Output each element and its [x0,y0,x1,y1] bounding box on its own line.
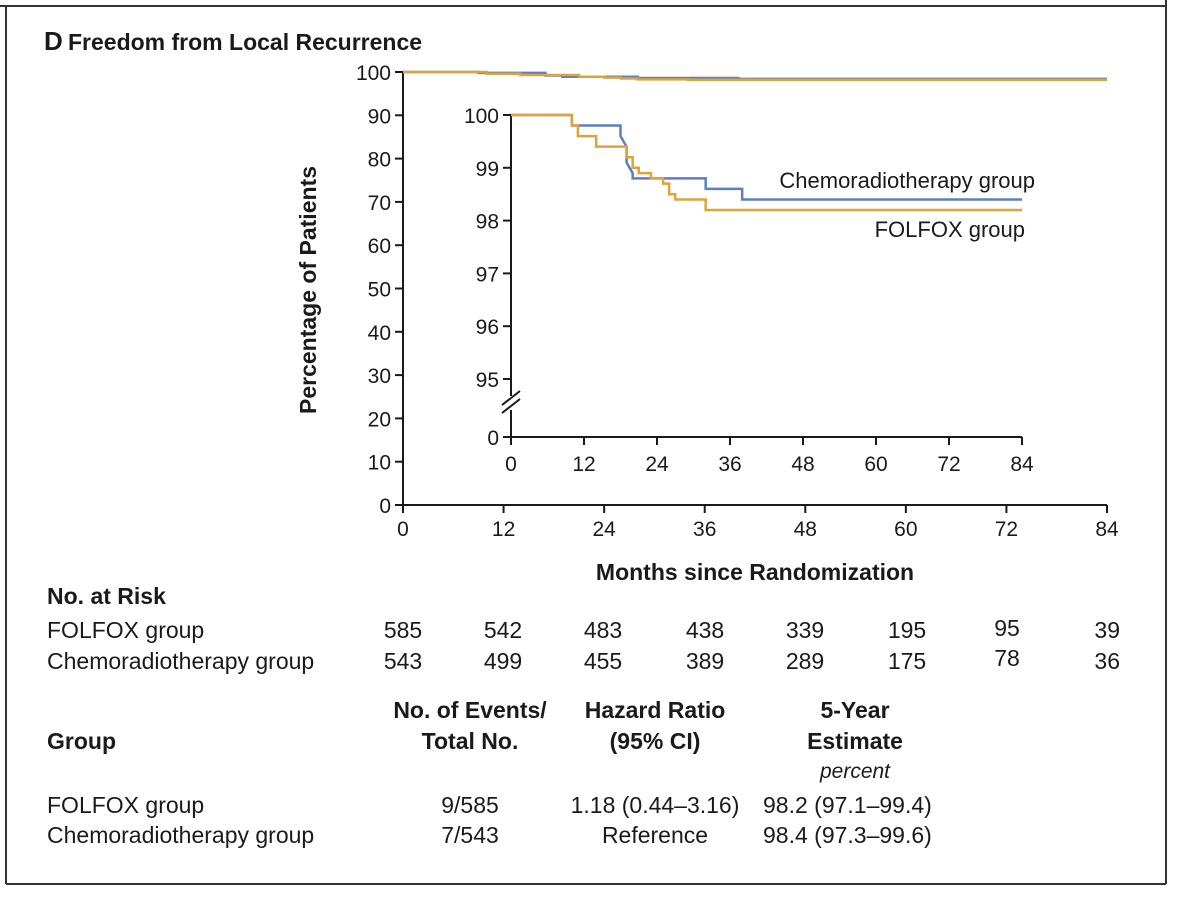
risk-value: 455 [583,648,623,674]
main-y-tick-label: 90 [368,105,391,128]
header-hr-line1: Hazard Ratio [584,697,726,723]
risk-value: 499 [483,648,523,674]
risk-value: 36 [1094,648,1120,674]
header-group: Group [47,728,116,754]
summary-row-chemo-hr: Reference [601,822,709,848]
main-series [403,70,1107,82]
header-hr-line2: (95% CI) [609,728,701,754]
main-x-tick-label: 48 [794,518,817,541]
risk-value: 175 [887,648,927,674]
header-estimate-unit: percent [819,760,891,783]
summary-row-folfox-hr: 1.18 (0.44–3.16) [570,792,740,818]
main-y-tick-label: 10 [368,452,391,475]
header-estimate-line2: Estimate [807,728,903,754]
inset-x-tick-label: 84 [1010,453,1034,476]
main-axes [402,72,1107,506]
inset-y-tick-label: 95 [476,369,499,392]
inset-y-tick-label: 100 [464,105,499,128]
inset-axis-break-mark [501,390,521,406]
risk-row-folfox-label: FOLFOX group [47,617,205,643]
main-y-tick-label: 40 [368,322,391,345]
risk-value: 543 [383,648,423,674]
main-series-line [403,70,1107,82]
inset-x-tick-label: 60 [864,453,887,476]
main-y-tick-label: 60 [368,235,391,258]
main-y-tick-label: 20 [368,408,391,431]
inset-ticks: 95 96 97 98 99 100 00 12 24 36 48 60 72 84 [464,105,1034,476]
main-y-tick-label: 0 [379,495,391,518]
header-events-line1: No. of Events/ [393,697,547,723]
risk-value: 39 [1094,617,1120,643]
risk-value: 339 [785,617,825,643]
risk-value: 95 [994,615,1020,641]
summary-row-chemo-estimate: 98.4 (97.3–99.6) [763,822,932,848]
inset-y-tick-label: 97 [476,263,499,286]
risk-value: 585 [383,617,423,643]
main-x-tick-label: 0 [397,518,409,541]
inset-series [511,113,1022,212]
y-axis-label: Percentage of Patients [295,166,321,414]
risk-value: 289 [785,648,825,674]
inset-label-folfox: FOLFOX group [875,217,1025,242]
inset-x-tick-label: 0 [505,453,517,476]
risk-value: 195 [887,617,927,643]
inset-y-tick-label: 0 [487,427,499,450]
main-ticks: 0 10 20 30 40 50 60 70 80 90 100 0 12 24 36 48 60 72 84 [356,62,1119,541]
risk-value: 542 [483,617,523,643]
inset-x-tick-label: 24 [645,453,669,476]
inset-y-tick-label: 98 [476,211,499,234]
main-y-tick-label: 30 [368,365,391,388]
chart-title: Freedom from Local Recurrence [68,29,422,55]
summary-row-chemo-group: Chemoradiotherapy group [47,822,315,848]
main-y-tick-label: 50 [368,279,391,302]
inset-axis-break-mark [501,398,521,414]
panel-letter: D [44,26,63,56]
summary-row-folfox-estimate: 98.2 (97.1–99.4) [763,792,932,818]
main-y-tick-label: 100 [356,62,391,85]
inset-series-line [511,113,1022,201]
header-events-line2: Total No. [421,728,519,754]
main-x-tick-label: 36 [693,518,716,541]
risk-table-title: No. at Risk [47,583,166,609]
risk-row-chemo-label: Chemoradiotherapy group [47,648,315,674]
risk-value: 438 [685,617,725,643]
inset-series-line [511,113,1022,212]
main-x-tick-label: 24 [592,518,616,541]
inset-y-tick-label: 96 [476,316,499,339]
main-x-tick-label: 60 [894,518,917,541]
header-estimate-line1: 5-Year [820,697,890,723]
risk-value: 78 [994,645,1020,671]
summary-row-folfox-group: FOLFOX group [47,792,205,818]
inset-y-tick-label: 99 [476,158,499,181]
inset-x-tick-label: 72 [937,453,960,476]
main-x-tick-label: 12 [492,518,515,541]
main-y-tick-label: 70 [368,192,391,215]
risk-value: 389 [685,648,725,674]
summary-row-chemo-events: 7/543 [441,822,499,848]
inset-x-tick-label: 12 [572,453,595,476]
inset-x-tick-label: 36 [718,453,741,476]
inset-x-tick-label: 48 [791,453,814,476]
inset-label-chemoradiotherapy: Chemoradiotherapy group [779,168,1035,193]
inset-axes [501,115,1022,438]
risk-value: 483 [583,617,623,643]
main-x-tick-label: 72 [995,518,1018,541]
main-y-tick-label: 80 [368,149,391,172]
x-axis-label: Months since Randomization [596,559,914,585]
main-x-tick-label: 84 [1095,518,1119,541]
summary-row-folfox-events: 9/585 [441,792,499,818]
